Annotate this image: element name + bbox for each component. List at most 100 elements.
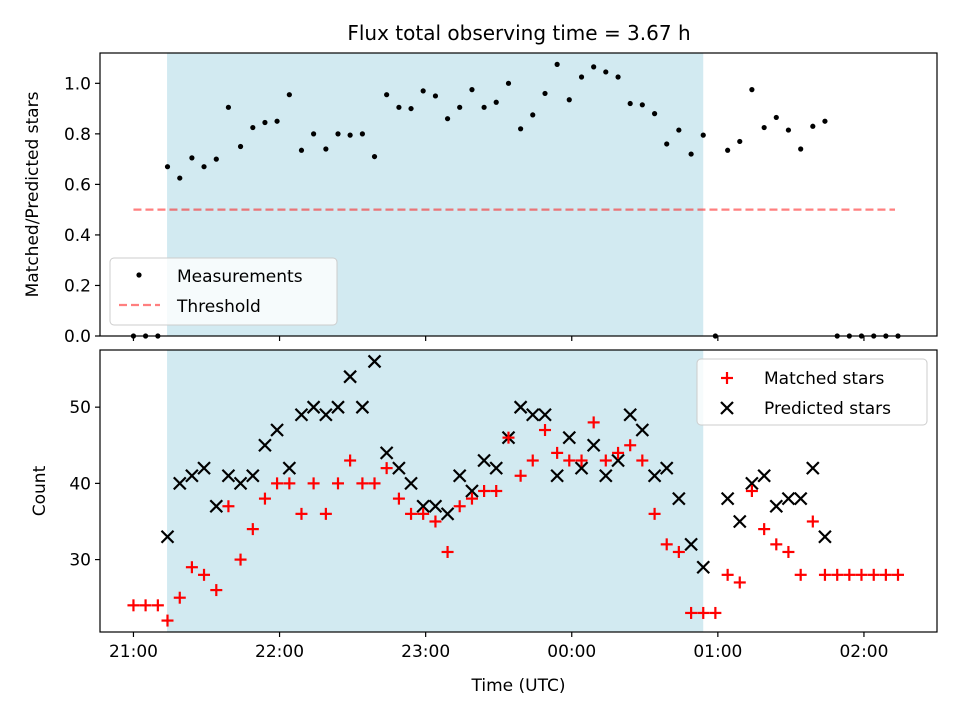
measurement-point (371, 153, 378, 160)
matched-star-point (539, 424, 552, 437)
predicted-star-point (623, 408, 637, 422)
matched-star-point (624, 439, 637, 452)
matched-star-point (185, 561, 198, 574)
predicted-star-point (745, 476, 759, 491)
x-tick-label: 21:00 (109, 642, 158, 662)
measurement-point (651, 111, 658, 117)
predicted-star-point (221, 468, 236, 483)
measurement-point (347, 132, 353, 138)
x-tick-label: 22:00 (255, 642, 304, 662)
matched-star-point (173, 591, 186, 604)
top-y-tick-label: 0.6 (64, 175, 91, 195)
measurement-point (213, 156, 219, 162)
measurement-point (457, 104, 463, 110)
matched-star-point (246, 523, 259, 536)
matched-star-point (526, 454, 539, 467)
predicted-star-point (611, 453, 625, 468)
predicted-star-point (379, 446, 394, 460)
predicted-star-point (294, 408, 309, 422)
top-y-ticks: 0.0 0.2 0.4 0.6 0.8 1.0 (64, 74, 100, 347)
matched-star-points (127, 416, 904, 627)
bottom-x-ticks: 21:00 22:00 23:00 00:00 01:00 02:00 (109, 632, 888, 662)
predicted-star-point (635, 423, 650, 437)
measurement-point (700, 132, 706, 138)
matched-star-point (405, 507, 418, 520)
matched-star-point (648, 507, 661, 520)
predicted-star-point (233, 476, 248, 491)
matched-star-point (770, 538, 783, 551)
predicted-star-point (513, 400, 528, 414)
measurement-point (798, 146, 804, 152)
matched-star-point (139, 599, 152, 612)
measurement-point (603, 69, 609, 75)
measurement-point (274, 118, 280, 124)
predicted-star-point (355, 400, 370, 414)
legend-matched-plus (721, 372, 733, 384)
matched-star-point (806, 515, 819, 528)
measurement-point (591, 64, 597, 70)
predicted-star-point (781, 491, 796, 506)
top-legend-box (109, 257, 338, 326)
predicted-star-point (246, 468, 260, 483)
measurement-point (822, 118, 828, 124)
measurement-point (737, 138, 743, 145)
matched-star-point (380, 462, 393, 475)
matched-star-point (307, 477, 320, 490)
predicted-star-point (806, 461, 820, 475)
x-tick-label: 00:00 (547, 642, 596, 662)
legend-matched-marker (721, 372, 733, 384)
predicted-star-point (696, 560, 711, 574)
predicted-star-point (562, 430, 577, 445)
predicted-star-point (270, 423, 284, 437)
matched-star-point (514, 469, 527, 482)
matched-star-point (721, 568, 734, 581)
measurement-point (578, 74, 585, 80)
matched-star-point (587, 416, 600, 429)
measurement-point (384, 92, 390, 98)
predicted-star-point (672, 491, 686, 506)
matched-star-point (478, 485, 491, 497)
predicted-star-point (647, 468, 662, 483)
legend-measurements-label: Measurements (177, 267, 303, 287)
predicted-star-point (720, 491, 735, 506)
matched-star-point (258, 492, 271, 505)
predicted-star-point (331, 400, 345, 414)
predicted-star-point (416, 499, 430, 514)
legend-threshold-label: Threshold (176, 297, 261, 317)
matched-star-point (453, 500, 466, 513)
predicted-star-point (440, 507, 455, 521)
measurement-point (505, 80, 512, 86)
matched-star-point (465, 492, 478, 505)
matched-star-point (551, 446, 564, 459)
matched-star-point (672, 545, 685, 558)
measurement-point (664, 141, 670, 147)
measurement-point (396, 104, 402, 110)
bottom-legend: Matched stars Predicted stars (696, 358, 928, 426)
matched-star-point (782, 545, 795, 558)
legend-matched-label: Matched stars (764, 369, 884, 389)
measurement-point (359, 131, 365, 137)
top-y-tick-label: 0.0 (64, 327, 91, 347)
matched-star-point (392, 492, 405, 505)
measurement-point (237, 143, 244, 150)
measurement-point (627, 100, 633, 107)
predicted-star-point (428, 499, 443, 514)
matched-star-point (271, 477, 284, 490)
top-y-tick-label: 0.2 (64, 276, 91, 296)
matched-star-point (891, 568, 904, 581)
measurement-point (810, 123, 816, 129)
legend-predicted-x (720, 401, 734, 415)
predicted-star-point (404, 476, 418, 491)
measurement-point (469, 87, 475, 93)
predicted-star-point (258, 438, 272, 453)
legend-predicted-marker (720, 401, 734, 415)
bottom-y-tick-label: 40 (69, 474, 91, 494)
matched-star-point (697, 606, 710, 619)
measurement-point (201, 164, 207, 170)
measurement-point (542, 90, 548, 97)
matched-star-point (127, 599, 140, 612)
matched-star-point (758, 523, 771, 536)
matched-star-point (490, 485, 503, 497)
matched-star-point (855, 568, 868, 581)
measurement-point (518, 126, 524, 132)
